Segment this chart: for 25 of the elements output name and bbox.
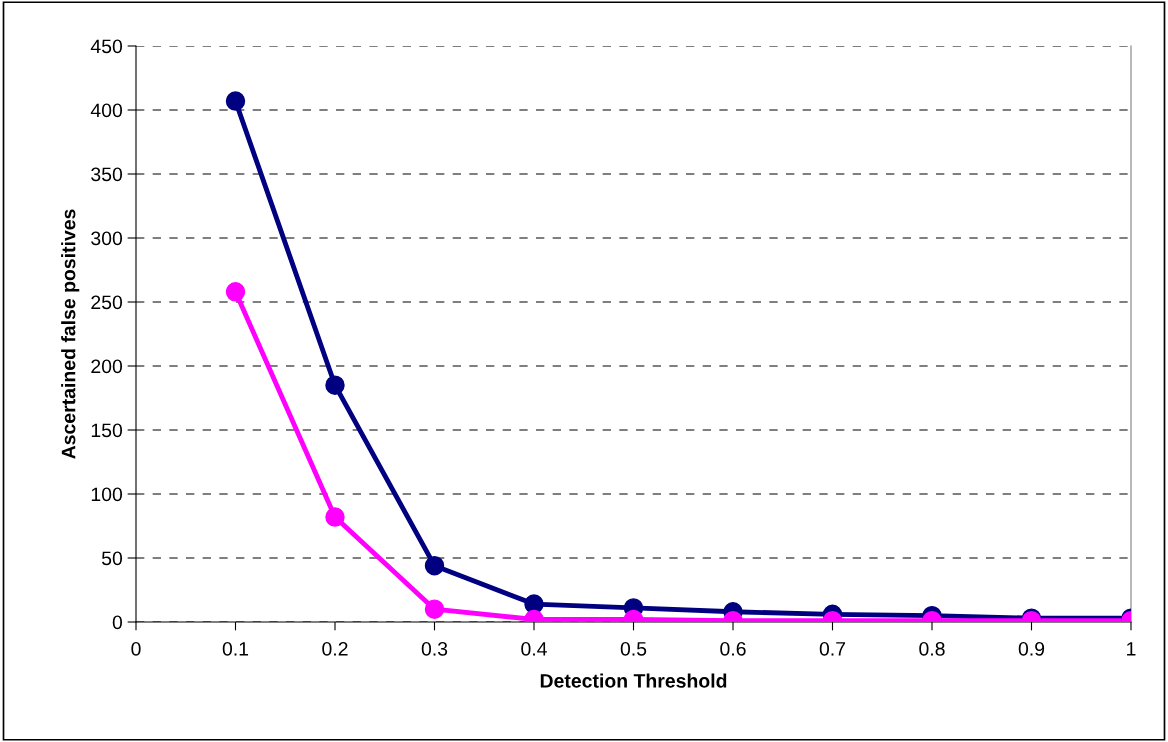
y-tick-label: 150	[91, 423, 123, 438]
x-tick-label: 0.5	[620, 641, 647, 656]
x-tick-label: 0.7	[819, 641, 846, 656]
x-tick-label: 0.8	[919, 641, 945, 656]
y-tick-label: 250	[91, 295, 123, 310]
point	[325, 375, 345, 395]
y-tick-label: 100	[91, 487, 123, 502]
x-tick-label: 1	[1127, 642, 1136, 656]
y-axis-title: Ascertained false positives	[61, 209, 80, 459]
x-axis-title: Detection Threshold	[540, 673, 727, 688]
y-tick-label: 450	[90, 39, 123, 54]
y-tick-label: 350	[91, 167, 123, 182]
y-tick-label: 0	[112, 615, 123, 630]
x-tick-label: 0.2	[322, 641, 348, 656]
x-tick-label: 0.4	[521, 641, 547, 656]
x-tick-label: 0.3	[421, 641, 448, 656]
point	[225, 282, 246, 302]
y-tick-label: 50	[101, 551, 123, 566]
y-tick-label: 300	[91, 231, 123, 246]
x-tick-label: 0.6	[720, 641, 746, 656]
x-tick-label: 0.9	[1018, 641, 1045, 656]
x-tick-label: 0	[131, 641, 141, 656]
y-tick-label: 400	[90, 103, 123, 118]
y-tick-label: 200	[91, 359, 123, 374]
x-tick-label: 0.1	[222, 641, 249, 656]
